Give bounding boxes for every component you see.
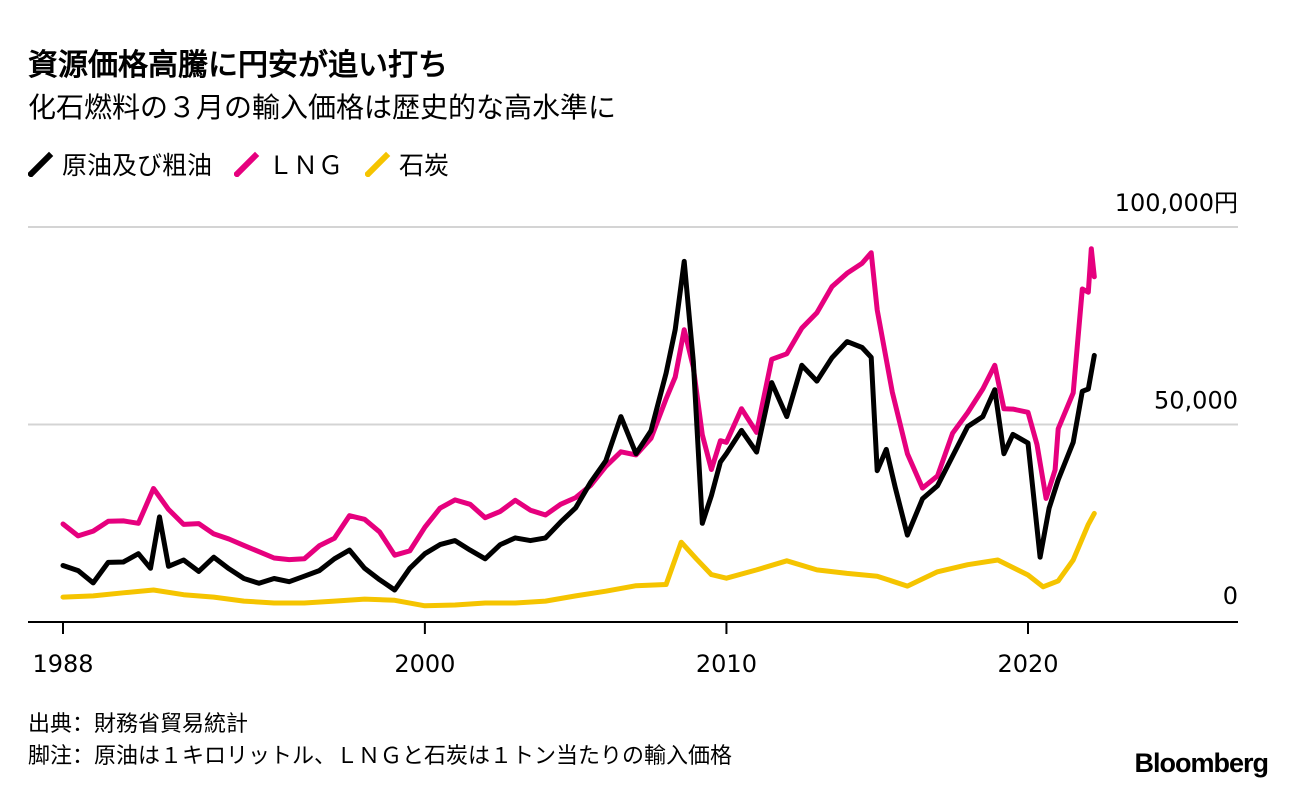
legend-swatch-crude-oil [28, 151, 54, 177]
series-line-coal [60, 510, 1097, 609]
series-line-crude-oil [60, 258, 1097, 593]
legend-label-coal: 石炭 [399, 151, 450, 180]
y-tick-label: 50,000 [1154, 387, 1238, 415]
x-tick-label: 1988 [32, 650, 93, 678]
axes: 0 50,000 100,000円 1988 2000 2010 2020 [28, 189, 1238, 678]
legend-item-lng: ＬＮＧ [234, 146, 343, 182]
gridlines [28, 226, 1238, 426]
source-note: 出典：財務省貿易統計 [28, 712, 249, 737]
legend-label-lng: ＬＮＧ [268, 151, 344, 180]
legend-swatch-lng [234, 151, 260, 177]
x-tick-label: 2020 [997, 650, 1058, 678]
legend-item-crude-oil: 原油及び粗油 [28, 146, 212, 182]
x-tick-label: 2010 [696, 650, 757, 678]
legend: 原油及び粗油 ＬＮＧ 石炭 [28, 146, 471, 182]
series-line-lng [60, 246, 1097, 563]
series-lines [60, 246, 1097, 609]
footnote: 脚注：原油は１キロリットル、ＬＮＧと石炭は１トン当たりの輸入価格 [28, 744, 733, 769]
y-tick-label: 100,000円 [1115, 189, 1238, 217]
chart-subtitle: 化石燃料の３月の輸入価格は歴史的な高水準に [28, 91, 617, 124]
x-tick-label: 2000 [394, 650, 455, 678]
chart-title: 資源価格高騰に円安が追い打ち [28, 48, 448, 83]
y-tick-label: 0 [1223, 582, 1238, 610]
bloomberg-logo: Bloomberg [1134, 748, 1269, 778]
legend-swatch-coal [365, 151, 391, 177]
legend-item-coal: 石炭 [365, 146, 449, 182]
legend-label-crude-oil: 原油及び粗油 [62, 151, 213, 180]
